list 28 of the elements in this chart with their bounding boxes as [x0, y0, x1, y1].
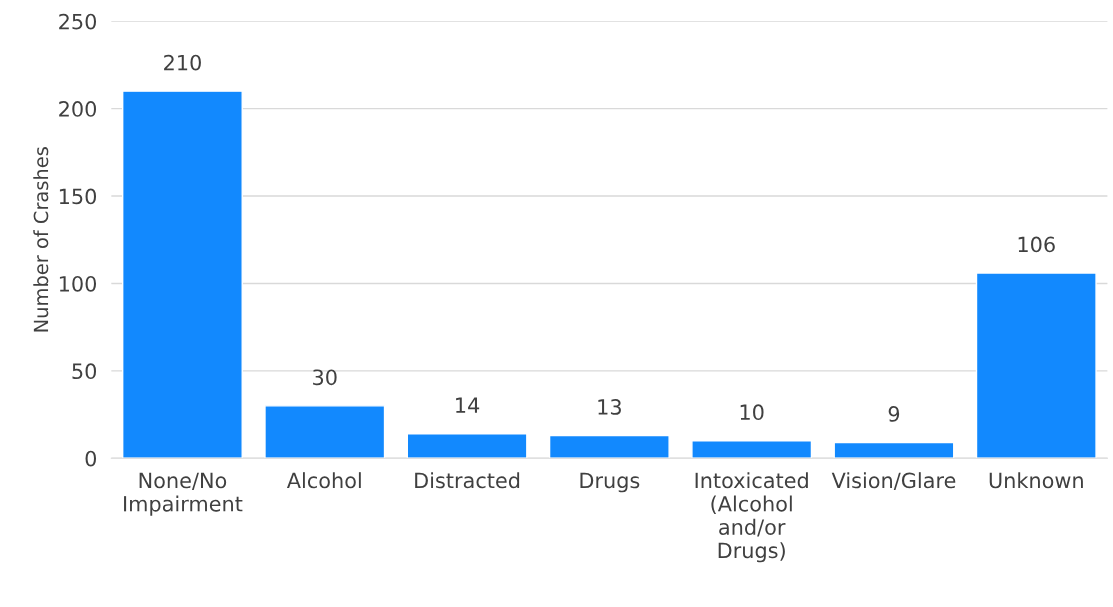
y-tick-label: 0 — [85, 450, 97, 467]
x-tick-label: Drugs — [580, 472, 640, 493]
x-tick-label: Unknown — [989, 472, 1083, 489]
bar — [975, 272, 1097, 459]
data-label: 210 — [164, 54, 201, 71]
x-tick-label: Vision/Glare — [831, 472, 956, 490]
x-tick-label: None/No Impairment — [124, 472, 243, 516]
data-label: 30 — [313, 369, 337, 386]
data-label: 106 — [1018, 236, 1055, 253]
bar — [548, 434, 670, 459]
y-axis-title: Number of Crashes — [33, 147, 49, 332]
bar — [691, 440, 813, 459]
data-label: 9 — [888, 406, 900, 422]
x-tick-label: Intoxicated (Alcohol and/or Drugs) — [695, 472, 808, 563]
data-label: 14 — [456, 397, 480, 413]
data-label: 13 — [598, 399, 621, 415]
y-tick-label: 250 — [59, 13, 97, 30]
data-label: 10 — [740, 404, 764, 421]
y-tick-label: 150 — [59, 188, 97, 205]
x-tick-label: Alcohol — [286, 472, 361, 489]
bar — [264, 405, 386, 459]
x-tick-label: Distracted — [415, 472, 520, 489]
bar — [121, 90, 243, 459]
y-tick-label: 200 — [59, 101, 97, 117]
bar — [406, 433, 528, 459]
y-tick-label: 100 — [59, 275, 97, 292]
bar — [833, 441, 955, 459]
y-tick-label: 50 — [72, 363, 97, 380]
